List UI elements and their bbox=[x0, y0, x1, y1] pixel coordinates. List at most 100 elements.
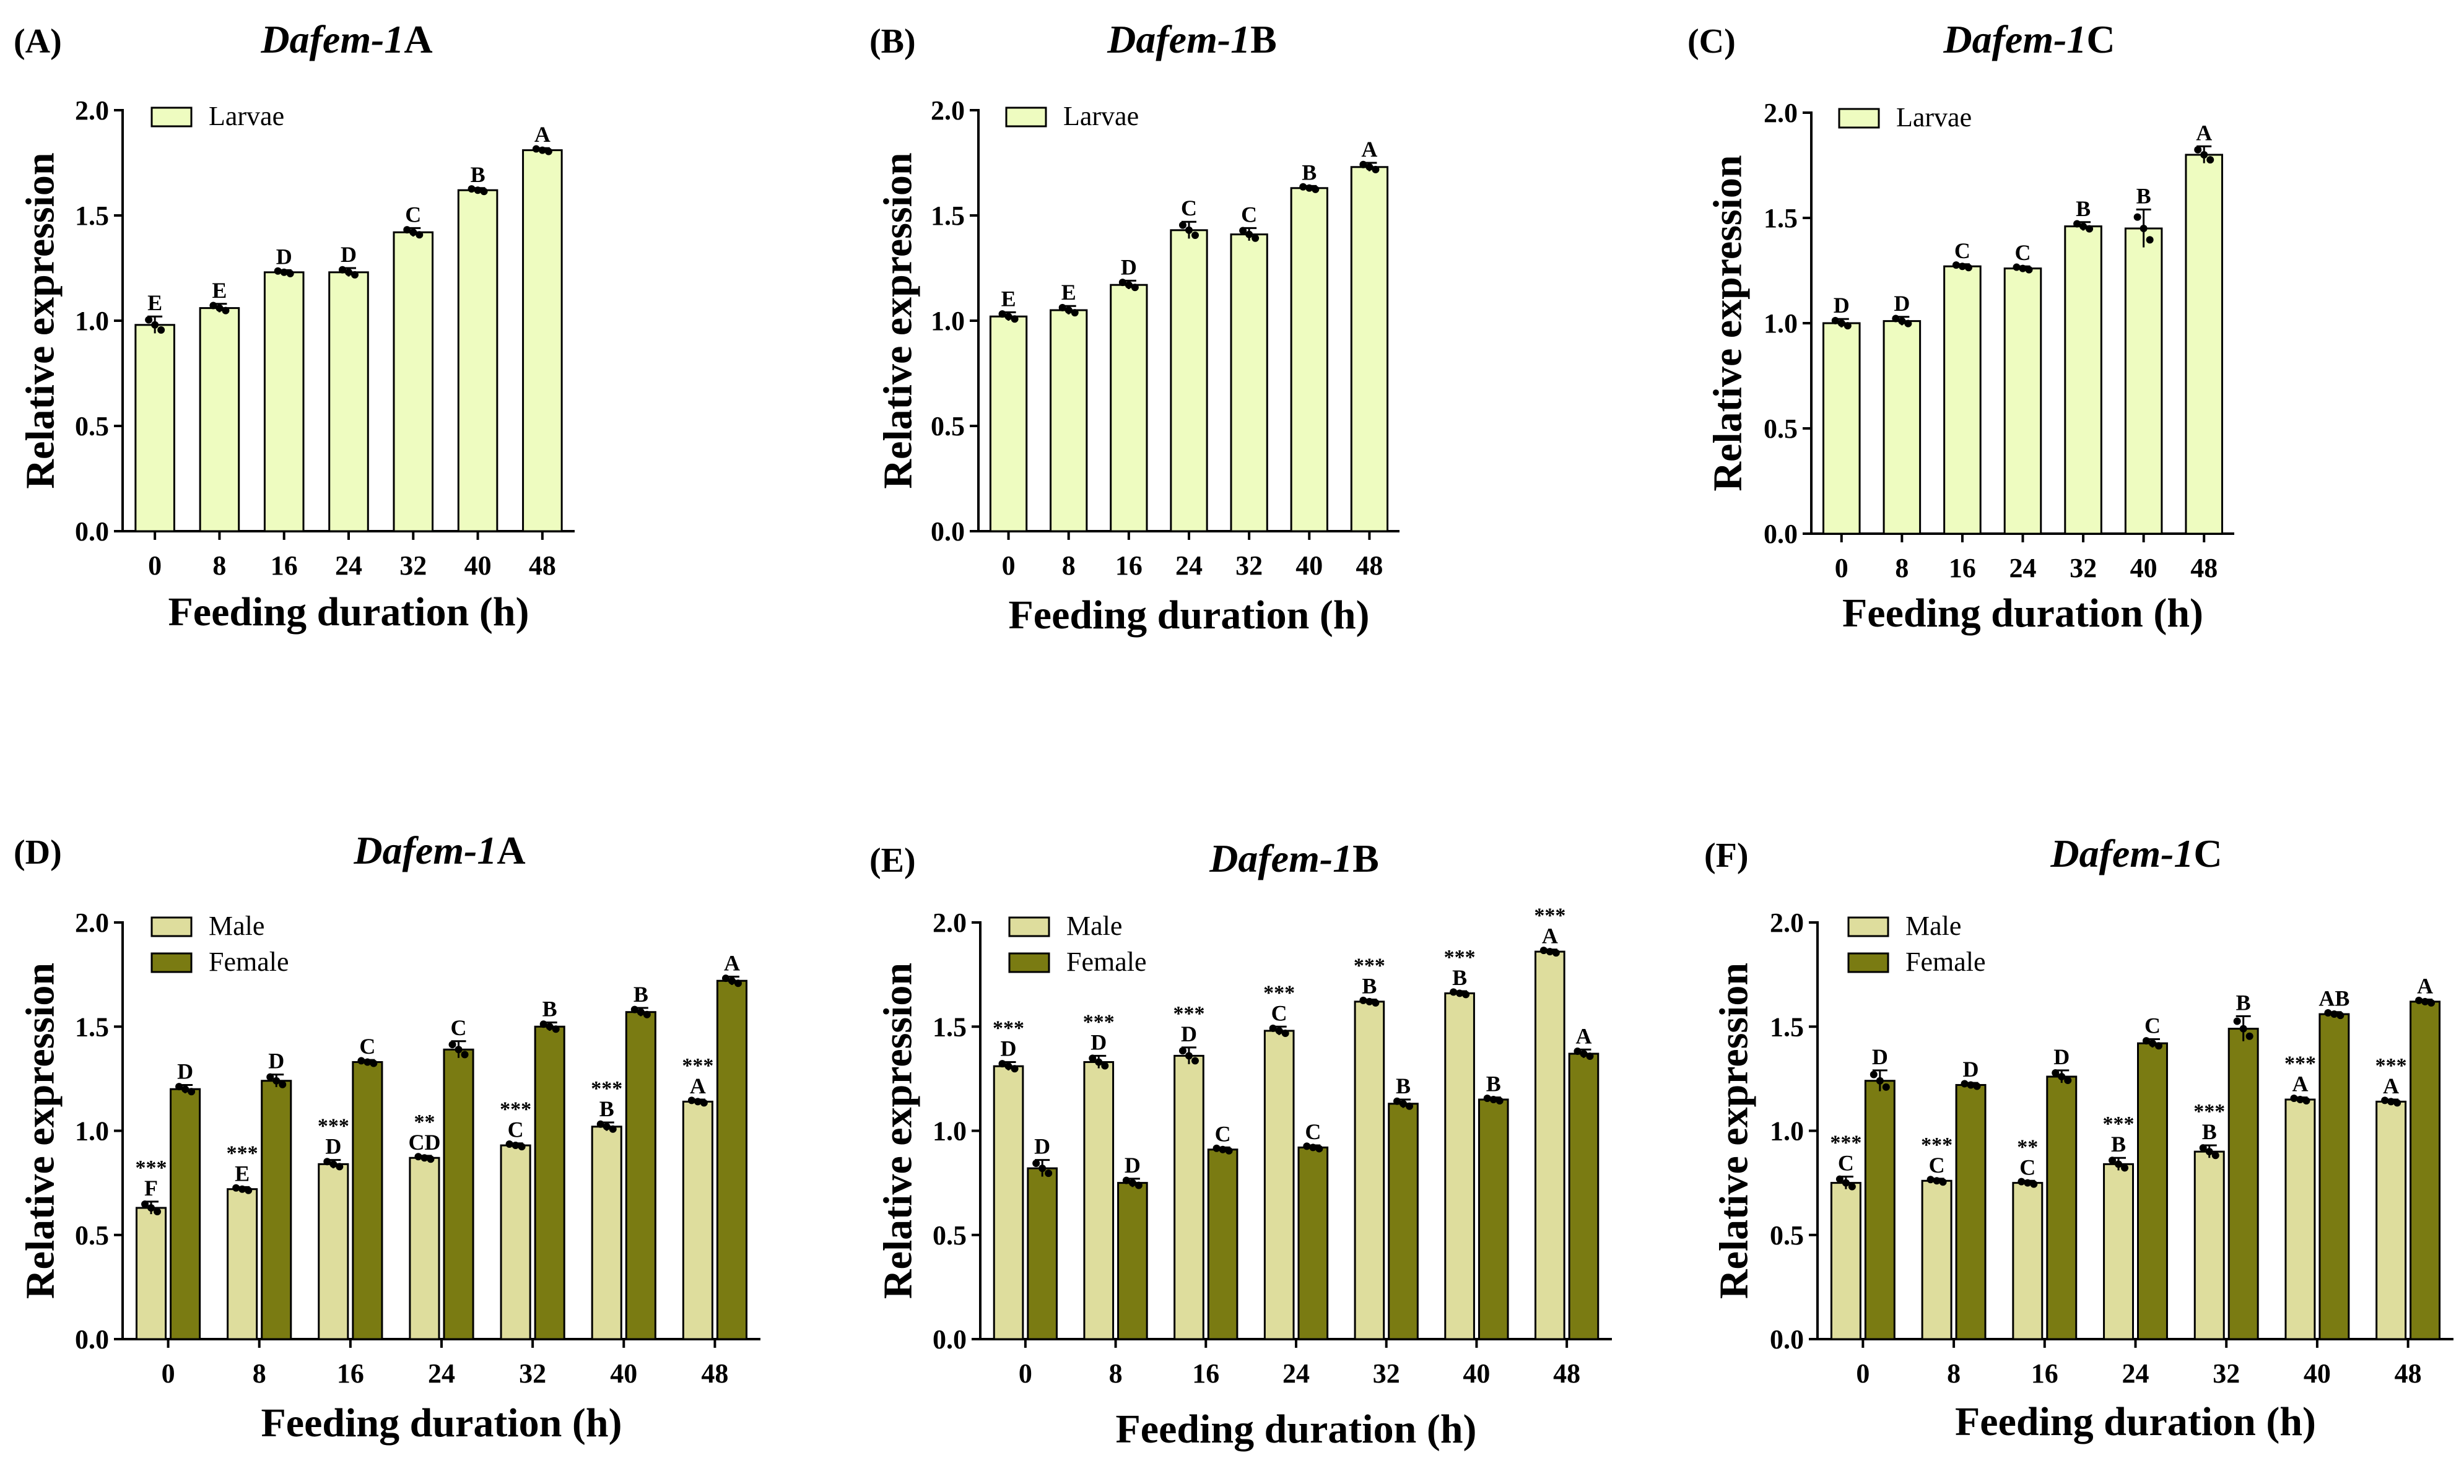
significance-letter: CD bbox=[408, 1130, 440, 1155]
data-point bbox=[474, 186, 482, 194]
significance-letter: B bbox=[471, 162, 485, 187]
y-tick-label: 2.0 bbox=[933, 908, 967, 938]
data-point bbox=[1089, 1054, 1097, 1062]
x-tick-label: 0 bbox=[1002, 550, 1016, 581]
data-point bbox=[2133, 213, 2141, 221]
significance-letter: C bbox=[2015, 240, 2031, 265]
data-point bbox=[448, 1041, 456, 1049]
data-point bbox=[1225, 1147, 1233, 1155]
legend-label-larvae: Larvae bbox=[1063, 101, 1139, 131]
significance-letter: B bbox=[2236, 990, 2251, 1015]
bar-female bbox=[2318, 1013, 2350, 1340]
data-point bbox=[2025, 266, 2033, 274]
significance-letter: C bbox=[1271, 1000, 1287, 1025]
data-point bbox=[728, 977, 736, 985]
bar-larvae bbox=[1822, 322, 1861, 535]
data-point bbox=[1964, 264, 1972, 272]
y-axis-title: Relative expression bbox=[1712, 963, 1757, 1299]
bar-female bbox=[625, 1011, 656, 1340]
x-tick-label: 24 bbox=[1175, 550, 1203, 581]
data-point bbox=[1032, 1159, 1040, 1167]
significance-letter: B bbox=[2076, 196, 2091, 221]
legend-swatch-larvae bbox=[150, 106, 193, 128]
x-tick-label: 24 bbox=[1282, 1358, 1310, 1389]
x-tick-label: 48 bbox=[1356, 550, 1383, 581]
data-point bbox=[1400, 1100, 1408, 1108]
significance-letter: B bbox=[1302, 160, 1317, 184]
legend-label-male: Male bbox=[209, 911, 264, 941]
data-point bbox=[1973, 1082, 1981, 1090]
data-point bbox=[2336, 1012, 2344, 1020]
significance-stars: ** bbox=[2017, 1135, 2038, 1158]
significance-letter: D bbox=[341, 242, 357, 267]
x-tick-label: 32 bbox=[2070, 553, 2097, 583]
data-point bbox=[609, 1125, 617, 1133]
x-tick-label: 0 bbox=[162, 1358, 175, 1389]
data-point bbox=[2296, 1096, 2304, 1104]
y-tick-label: 1.5 bbox=[75, 201, 109, 231]
x-tick-label: 24 bbox=[2009, 553, 2037, 583]
significance-letter: D bbox=[1001, 1036, 1017, 1061]
data-point bbox=[1118, 279, 1126, 287]
bar-female bbox=[1027, 1167, 1058, 1340]
legend-label-female: Female bbox=[209, 947, 289, 977]
data-point bbox=[596, 1120, 604, 1128]
data-point bbox=[1095, 1058, 1103, 1066]
data-point bbox=[1281, 1030, 1289, 1038]
significance-letter: E bbox=[235, 1161, 250, 1186]
bar-female bbox=[2227, 1028, 2259, 1340]
data-point bbox=[2199, 1144, 2207, 1152]
data-point bbox=[2194, 145, 2202, 154]
bar-larvae bbox=[1230, 233, 1268, 532]
bar-female bbox=[170, 1088, 201, 1340]
x-tick-label: 8 bbox=[1947, 1358, 1961, 1389]
significance-letter: B bbox=[1486, 1072, 1501, 1096]
bar-female bbox=[443, 1048, 474, 1340]
significance-letter: A bbox=[2417, 974, 2433, 999]
data-point bbox=[630, 1005, 638, 1013]
data-point bbox=[409, 228, 417, 236]
x-tick-label: 48 bbox=[529, 550, 556, 581]
data-point bbox=[141, 1200, 149, 1208]
data-point bbox=[1372, 999, 1380, 1007]
bar-larvae bbox=[522, 149, 563, 532]
bar-male bbox=[1173, 1054, 1204, 1340]
legend-swatch-male bbox=[1847, 916, 1889, 937]
data-point bbox=[1952, 261, 1960, 269]
significance-letter: C bbox=[451, 1015, 467, 1040]
bar-male bbox=[2375, 1100, 2407, 1340]
significance-letter: B bbox=[2111, 1132, 2126, 1156]
significance-stars: *** bbox=[1354, 955, 1385, 978]
data-point bbox=[532, 145, 540, 153]
x-tick-label: 16 bbox=[1192, 1358, 1219, 1389]
y-tick-label: 1.5 bbox=[75, 1012, 109, 1042]
y-tick-label: 0.5 bbox=[1764, 414, 1798, 444]
bar-larvae bbox=[199, 307, 240, 532]
data-point bbox=[1305, 184, 1313, 192]
y-tick-label: 2.0 bbox=[1764, 98, 1798, 128]
data-point bbox=[286, 269, 294, 277]
significance-letter: C bbox=[508, 1117, 524, 1142]
data-point bbox=[552, 1025, 560, 1033]
significance-letter: B bbox=[542, 997, 557, 1022]
data-point bbox=[345, 268, 352, 276]
x-tick-label: 40 bbox=[464, 550, 492, 581]
data-point bbox=[1848, 1182, 1856, 1191]
bar-female bbox=[2410, 1000, 2441, 1340]
data-point bbox=[1359, 996, 1367, 1004]
data-point bbox=[1131, 284, 1139, 292]
bar-larvae bbox=[2124, 227, 2163, 535]
data-point bbox=[1892, 315, 1900, 323]
data-point bbox=[721, 974, 729, 983]
panel-label: (E) bbox=[869, 841, 916, 880]
x-axis-title: Feeding duration (h) bbox=[1842, 591, 2203, 636]
x-tick-label: 0 bbox=[1856, 1358, 1870, 1389]
data-point bbox=[2330, 1010, 2338, 1018]
significance-letter: D bbox=[1121, 254, 1137, 279]
bar-larvae bbox=[1170, 229, 1208, 532]
data-point bbox=[1835, 1175, 1844, 1183]
significance-letter: D bbox=[268, 1049, 284, 1074]
y-tick-label: 0.0 bbox=[933, 1324, 967, 1355]
data-point bbox=[512, 1142, 520, 1150]
significance-letter: B bbox=[2136, 183, 2151, 208]
